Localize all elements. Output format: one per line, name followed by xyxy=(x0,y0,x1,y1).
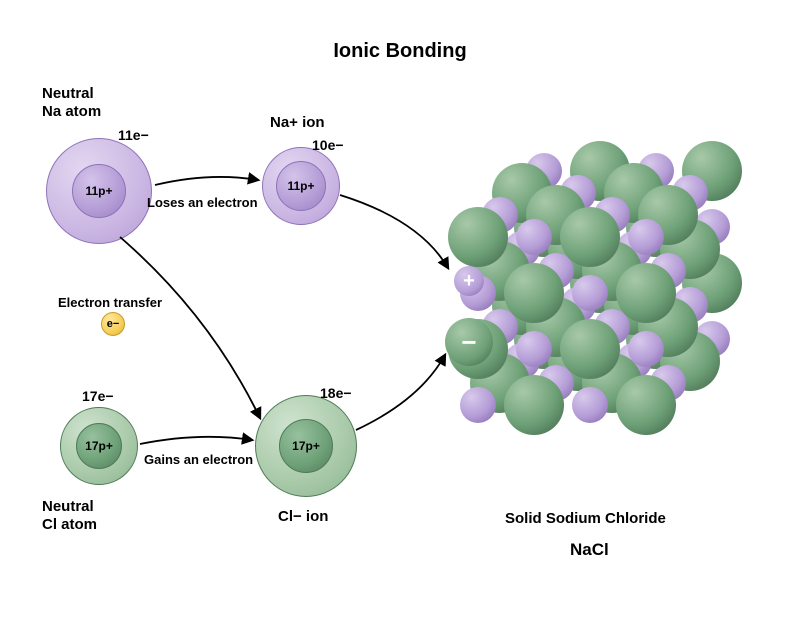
na-neutral-label: Neutral Na atom xyxy=(42,85,101,121)
arrow-clion-to-lattice xyxy=(356,355,445,430)
cl-ion-nucleus: 17p+ xyxy=(279,419,333,473)
cl-ion-proton-count: 17p+ xyxy=(292,439,320,453)
lattice-sodium-ion xyxy=(516,219,552,255)
na-ion-nucleus: 11p+ xyxy=(276,161,326,211)
lattice-chloride-ion xyxy=(448,207,508,267)
na-ion-electron-count: 10e− xyxy=(312,137,344,154)
na-neutral-proton-count: 11p+ xyxy=(85,184,112,198)
cl-neutral-nucleus: 17p+ xyxy=(76,423,122,469)
arrow-cl-to-ion xyxy=(140,437,252,444)
lattice-sodium-ion xyxy=(460,387,496,423)
lattice-sodium-ion xyxy=(628,331,664,367)
transfer-electron-icon: e− xyxy=(101,312,125,336)
lattice-sodium-ion xyxy=(572,387,608,423)
cl-neutral-proton-count: 17p+ xyxy=(85,439,113,453)
cl-ion-label: Cl− ion xyxy=(278,508,328,526)
na-ion-label: Na+ ion xyxy=(270,114,325,132)
nacl-lattice xyxy=(448,105,768,485)
lattice-sodium-ion xyxy=(628,219,664,255)
plus-glyph: + xyxy=(463,270,475,293)
na-neutral-nucleus: 11p+ xyxy=(72,164,126,218)
na-ion-proton-count: 11p+ xyxy=(287,179,314,193)
diagram-title: Ionic Bonding xyxy=(0,40,800,63)
arrow-naion-to-lattice xyxy=(340,195,448,268)
electron-transfer-label: Electron transfer xyxy=(58,295,162,311)
cl-ion-electron-count: 18e− xyxy=(320,385,352,402)
arrow-na-to-ion xyxy=(155,177,258,185)
na-neutral-electron-count: 11e− xyxy=(118,127,149,144)
cl-neutral-electron-count: 17e− xyxy=(82,388,114,405)
lattice-cation-icon: + xyxy=(454,266,484,296)
lattice-chloride-ion xyxy=(504,263,564,323)
lattice-chloride-ion xyxy=(560,207,620,267)
lattice-chloride-ion xyxy=(616,375,676,435)
diagram-canvas: { "title": { "text": "Ionic Bonding", "f… xyxy=(0,0,800,629)
lattice-caption: Solid Sodium Chloride xyxy=(505,510,666,528)
loses-electron-label: Loses an electron xyxy=(147,195,258,211)
arrow-na-transfer-cl xyxy=(120,237,260,418)
lattice-anion-icon: − xyxy=(445,318,493,366)
lattice-formula: NaCl xyxy=(570,540,609,560)
minus-glyph: − xyxy=(461,327,476,358)
lattice-sodium-ion xyxy=(516,331,552,367)
electron-glyph: e− xyxy=(107,318,120,330)
gains-electron-label: Gains an electron xyxy=(144,452,253,468)
lattice-chloride-ion xyxy=(504,375,564,435)
lattice-chloride-ion xyxy=(560,319,620,379)
cl-neutral-label: Neutral Cl atom xyxy=(42,498,97,534)
lattice-chloride-ion xyxy=(616,263,676,323)
lattice-sodium-ion xyxy=(572,275,608,311)
